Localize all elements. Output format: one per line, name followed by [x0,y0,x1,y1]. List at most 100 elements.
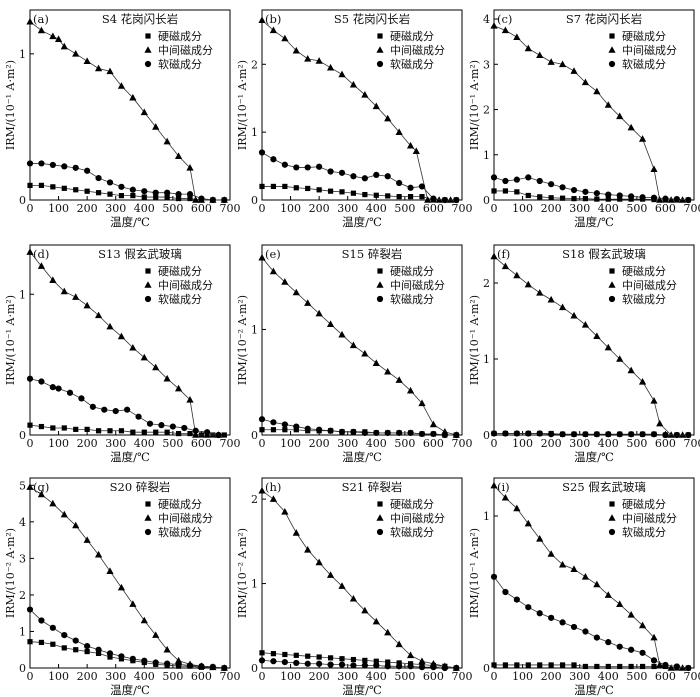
data-point-triangle [60,42,68,50]
data-point-circle [536,430,543,437]
data-point-triangle [501,262,510,270]
data-point-square [605,663,611,670]
panel-label: (e) [265,247,281,261]
y-tick-label: 2 [251,493,258,506]
data-point-circle [582,431,589,438]
x-tick-label: 400 [598,437,619,450]
data-point-triangle [406,141,415,149]
data-point-circle [327,427,334,434]
data-point-circle [61,632,68,639]
data-point-square [270,651,277,657]
data-point-square [385,193,391,199]
data-point-triangle [678,431,687,438]
data-point-circle [525,604,532,611]
x-tick-label: 700 [452,202,473,215]
legend-entry: 软磁成分 [622,292,666,306]
data-point-square [27,639,33,645]
plot-frame [29,477,231,669]
data-point-square [164,429,170,435]
y-tick-label: 1 [483,353,490,366]
data-point-triangle [186,164,194,171]
x-tick-label: 200 [541,670,562,683]
data-point-triangle [604,343,612,351]
data-point-square [548,662,554,668]
data-point-circle [673,663,680,670]
data-point-square [605,196,611,202]
data-point-triangle [315,309,323,317]
x-tick-label: 700 [452,670,473,683]
x-tick-label: 500 [162,437,183,450]
legend-entry: 硬磁成分 [622,30,666,43]
series-line [29,609,225,669]
data-point-circle [118,653,125,660]
x-tick-label: 500 [626,437,647,450]
data-point-triangle [338,330,346,338]
data-point-circle [129,655,136,662]
x-tick-label: 600 [655,437,676,450]
data-point-circle [639,431,646,438]
data-point-square [362,657,368,663]
data-point-triangle [547,295,555,303]
data-point-circle [112,407,119,415]
x-tick-label: 100 [280,437,301,450]
y-tick-label: 4 [19,516,26,529]
data-point-triangle [604,101,612,108]
plot-frame [261,244,463,436]
data-point-triangle [83,301,91,309]
data-point-triangle [490,252,498,260]
data-point-square [73,647,79,653]
x-tick-label: 500 [162,202,183,215]
data-point-triangle [406,651,415,659]
data-point-circle [164,660,171,667]
data-point-triangle [524,519,532,527]
y-axis-label: IRM/(10⁻² A·m²) [236,528,249,618]
data-point-circle [350,662,357,669]
x-tick-label: 200 [77,202,98,215]
legend-entry: 中间磁成分 [622,279,677,292]
data-point-square [651,663,657,670]
data-point-circle [152,189,159,196]
data-point-triangle [281,507,289,515]
data-point-triangle [667,196,675,203]
data-point-triangle [60,510,68,518]
data-point-triangle [192,196,200,203]
data-point-square [130,429,136,435]
data-point-triangle [192,431,200,438]
data-point-square [95,428,102,434]
data-point-square [107,428,113,434]
y-tick-label: 0 [251,194,258,207]
y-tick-label: 1 [483,149,490,162]
x-axis-label: 温度/℃ [342,450,382,464]
data-point-triangle [536,289,544,296]
data-point-circle [490,430,498,437]
data-point-circle [361,429,368,436]
x-tick-label: 200 [541,202,562,215]
data-point-triangle [536,51,544,59]
series-line [261,418,457,436]
data-point-square [282,183,288,190]
data-point-triangle [395,128,403,135]
data-point-triangle [258,253,266,261]
data-point-circle [258,657,266,664]
data-point-circle [685,664,692,672]
data-point-triangle [281,278,289,285]
data-point-square [407,194,414,200]
data-point-triangle [570,67,578,74]
panel-f: 0 100 200 300 400 500 600 700 0 1 2 温度/℃ IRM/(10⁻¹ A… [468,244,700,464]
panel-title: S13 假玄武玻璃 [98,247,182,261]
data-point-circle [407,663,414,670]
legend-entry: 软磁成分 [158,57,202,71]
x-tick-label: 100 [48,437,69,450]
data-point-circle [662,431,669,439]
data-point-circle [628,431,635,438]
data-point-square [617,663,623,670]
data-point-circle [338,428,346,435]
x-tick-label: 0 [491,202,498,215]
x-tick-label: 600 [423,670,444,683]
data-point-square [84,426,90,432]
data-point-triangle [536,535,544,542]
data-point-square [38,423,45,430]
data-point-circle [169,423,176,430]
x-tick-label: 700 [684,202,700,215]
